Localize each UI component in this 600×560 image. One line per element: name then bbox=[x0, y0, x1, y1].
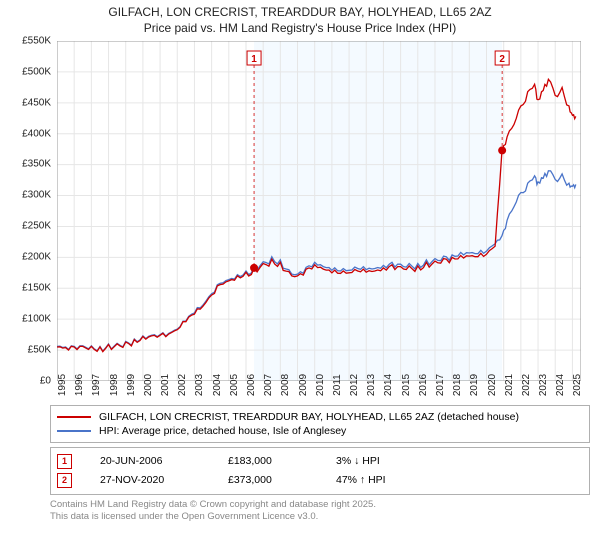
y-tick-label: £450K bbox=[22, 97, 51, 108]
y-tick-label: £400K bbox=[22, 128, 51, 139]
legend-label-hpi: HPI: Average price, detached house, Isle… bbox=[99, 425, 346, 437]
y-tick-label: £350K bbox=[22, 159, 51, 170]
legend-swatch-property bbox=[57, 416, 91, 418]
chart-title-line2: Price paid vs. HM Land Registry's House … bbox=[4, 21, 596, 35]
tx-date-1: 20-JUN-2006 bbox=[100, 455, 200, 467]
y-tick-label: £500K bbox=[22, 66, 51, 77]
legend-row-property: GILFACH, LON CRECRIST, TREARDDUR BAY, HO… bbox=[57, 410, 583, 424]
price-chart-container: GILFACH, LON CRECRIST, TREARDDUR BAY, HO… bbox=[0, 0, 600, 525]
tx-delta-2: 47% ↑ HPI bbox=[336, 474, 456, 486]
chart-title-line1: GILFACH, LON CRECRIST, TREARDDUR BAY, HO… bbox=[4, 4, 596, 21]
y-tick-label: £50K bbox=[28, 344, 51, 355]
svg-text:1: 1 bbox=[251, 54, 257, 65]
tx-price-2: £373,000 bbox=[228, 474, 308, 486]
footer-line1: Contains HM Land Registry data © Crown c… bbox=[50, 499, 590, 511]
svg-text:2: 2 bbox=[499, 54, 505, 65]
tx-date-2: 27-NOV-2020 bbox=[100, 474, 200, 486]
y-tick-label: £100K bbox=[22, 313, 51, 324]
marker-badge-1: 1 bbox=[57, 454, 72, 469]
legend-label-property: GILFACH, LON CRECRIST, TREARDDUR BAY, HO… bbox=[99, 411, 519, 423]
transaction-row: 2 27-NOV-2020 £373,000 47% ↑ HPI bbox=[57, 471, 583, 490]
transactions-panel: 1 20-JUN-2006 £183,000 3% ↓ HPI 2 27-NOV… bbox=[50, 447, 590, 495]
chart-svg: 12 bbox=[57, 41, 581, 381]
y-tick-label: £150K bbox=[22, 283, 51, 294]
y-tick-label: £200K bbox=[22, 252, 51, 263]
y-tick-label: £250K bbox=[22, 221, 51, 232]
y-tick-label: £300K bbox=[22, 190, 51, 201]
legend-swatch-hpi bbox=[57, 430, 91, 432]
marker-badge-2: 2 bbox=[57, 473, 72, 488]
y-tick-label: £0 bbox=[40, 375, 51, 386]
footer-line2: This data is licensed under the Open Gov… bbox=[50, 511, 590, 523]
legend-row-hpi: HPI: Average price, detached house, Isle… bbox=[57, 424, 583, 438]
tx-price-1: £183,000 bbox=[228, 455, 308, 467]
tx-delta-1: 3% ↓ HPI bbox=[336, 455, 456, 467]
y-tick-label: £550K bbox=[22, 35, 51, 46]
legend-panel: GILFACH, LON CRECRIST, TREARDDUR BAY, HO… bbox=[50, 405, 590, 443]
footer-attribution: Contains HM Land Registry data © Crown c… bbox=[50, 499, 590, 524]
x-tick-label: 2025 bbox=[572, 374, 594, 396]
plot-area: 12 £0£50K£100K£150K£200K£250K£300K£350K£… bbox=[15, 41, 585, 401]
transaction-row: 1 20-JUN-2006 £183,000 3% ↓ HPI bbox=[57, 452, 583, 471]
